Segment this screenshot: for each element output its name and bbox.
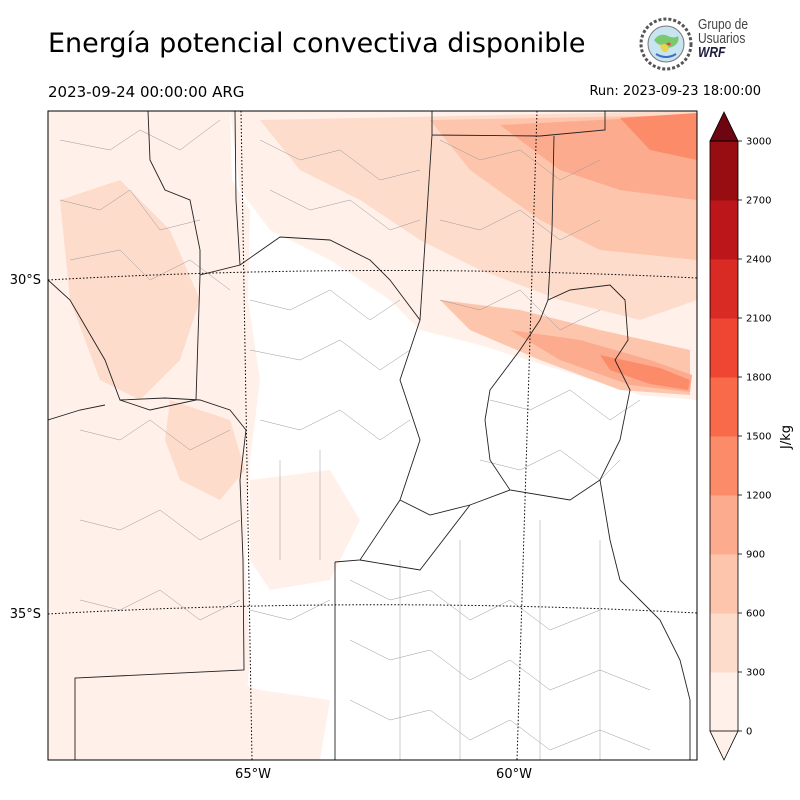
logo-line-1: Grupo de bbox=[698, 16, 749, 33]
cape-band-1200-1500-east bbox=[600, 355, 690, 390]
colorbar-segment bbox=[710, 141, 738, 201]
cape-band-0-300-southwest bbox=[75, 670, 330, 760]
colorbar-label: J/kg bbox=[779, 425, 794, 450]
colorbar-segment bbox=[710, 377, 738, 437]
lon-label-60w: 60°W bbox=[496, 767, 532, 782]
logo-text: Grupo de Usuarios WRF bbox=[698, 16, 749, 61]
lat-label-35s: 35°S bbox=[10, 607, 41, 622]
colorbar-tick-label: 0 bbox=[746, 727, 752, 738]
valid-time: 2023-09-24 00:00:00 ARG bbox=[48, 83, 245, 101]
graticule bbox=[48, 111, 697, 760]
globe-logo-icon bbox=[639, 17, 693, 71]
colorbar-tick-label: 600 bbox=[746, 609, 765, 620]
colorbar-tick-label: 2700 bbox=[746, 196, 771, 207]
colorbar-tick-label: 1200 bbox=[746, 491, 771, 502]
colorbar-segment bbox=[710, 318, 738, 378]
colorbar-segment bbox=[710, 200, 738, 260]
colorbar-tick-label: 900 bbox=[746, 550, 765, 561]
colorbar-tick-label: 2400 bbox=[746, 255, 771, 266]
province-borders bbox=[48, 111, 691, 760]
colorbar-extend-high bbox=[709, 111, 739, 142]
cape-band-0-300-south bbox=[250, 470, 360, 590]
colorbar-segment bbox=[710, 495, 738, 555]
logo-line-2: Usuarios bbox=[698, 30, 746, 47]
parallel-35s bbox=[48, 604, 697, 615]
lon-label-65w: 65°W bbox=[235, 767, 271, 782]
colorbar-segment bbox=[710, 259, 738, 319]
colorbar-segment bbox=[710, 672, 738, 732]
colorbar-tick-label: 300 bbox=[746, 668, 765, 679]
run-time: Run: 2023-09-23 18:00:00 bbox=[589, 84, 761, 99]
map-area bbox=[48, 111, 697, 760]
colorbar-tick-label: 2100 bbox=[746, 314, 771, 325]
colorbar-extend-low bbox=[709, 730, 739, 761]
colorbar: 0 300 600 900 1200 1500 1800 2100 2400 2700 3000 bbox=[709, 111, 771, 761]
lat-label-30s: 30°S bbox=[10, 273, 41, 288]
map-title: Energía potencial convectiva disponible bbox=[48, 28, 586, 59]
department-borders bbox=[59, 119, 651, 760]
colorbar-segment bbox=[710, 436, 738, 496]
colorbar-tick-label: 1500 bbox=[746, 432, 771, 443]
colorbar-tick-label: 3000 bbox=[746, 137, 771, 148]
parallel-30s bbox=[48, 269, 697, 281]
colorbar-segment bbox=[710, 613, 738, 673]
cape-band-300-600-west bbox=[60, 180, 200, 400]
cape-band-300-600-central bbox=[165, 400, 245, 500]
logo-line-3: WRF bbox=[698, 44, 726, 61]
grupo-usuarios-wrf-logo: Grupo de Usuarios WRF bbox=[638, 16, 768, 72]
cape-band-1200-1500-ne bbox=[620, 113, 697, 160]
map-frame bbox=[47, 110, 698, 761]
colorbar-tick-label: 1800 bbox=[746, 373, 771, 384]
colorbar-segment bbox=[710, 554, 738, 614]
